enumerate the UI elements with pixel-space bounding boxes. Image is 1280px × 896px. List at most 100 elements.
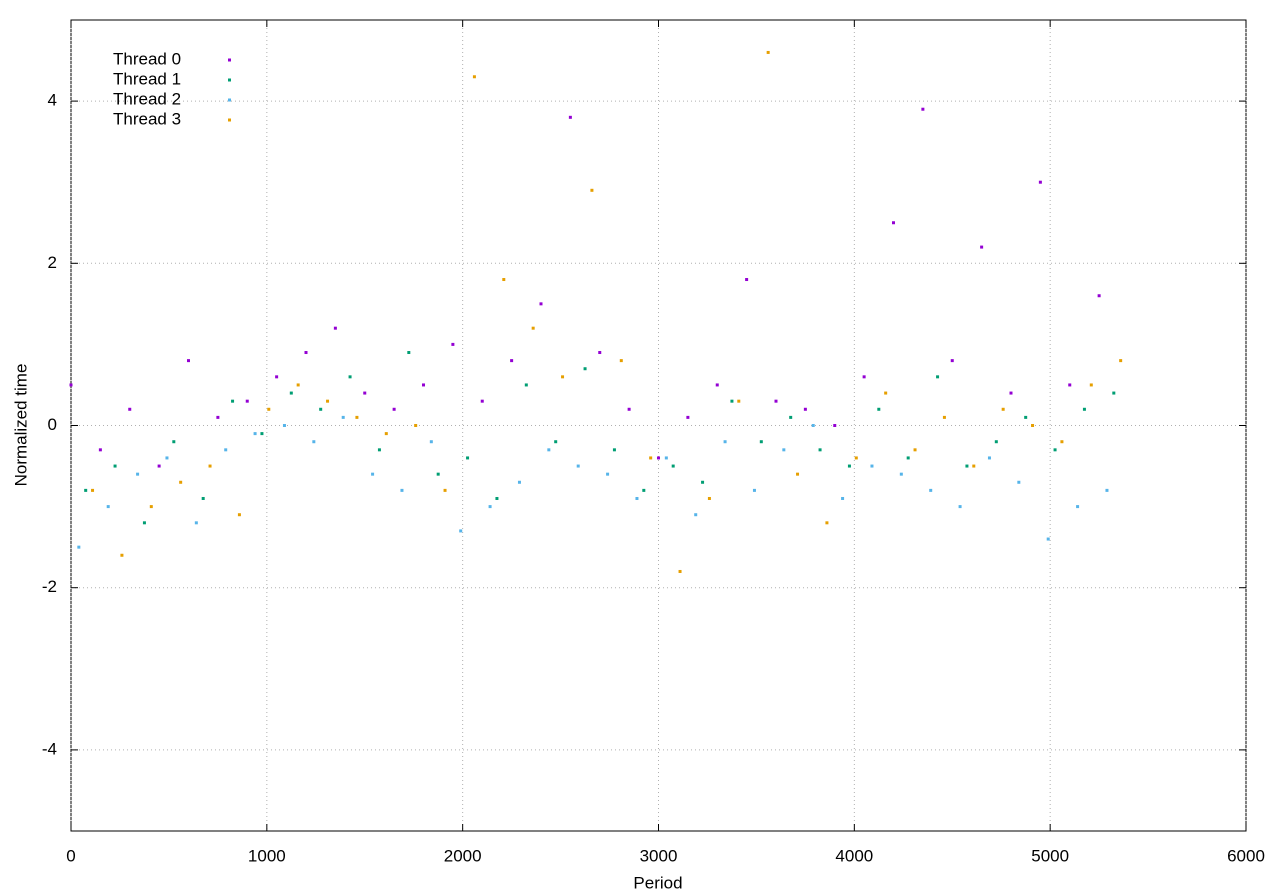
point [671, 464, 675, 468]
legend-label: Thread 2 [113, 89, 181, 108]
point [253, 432, 257, 436]
point [921, 107, 925, 111]
point [142, 521, 146, 525]
point [723, 440, 727, 444]
point [113, 464, 117, 468]
point [275, 375, 279, 379]
point [429, 440, 433, 444]
y-tick-label: -4 [42, 739, 57, 758]
point [664, 456, 668, 460]
point [884, 391, 888, 395]
point [730, 399, 734, 403]
point [547, 448, 551, 452]
point [942, 415, 946, 419]
point [480, 399, 484, 403]
point [1105, 488, 1109, 492]
x-tick-label: 2000 [444, 846, 482, 865]
point [568, 115, 572, 119]
point [466, 456, 470, 460]
point [606, 472, 610, 476]
point [635, 496, 639, 500]
point [341, 415, 345, 419]
point [782, 448, 786, 452]
point [172, 440, 176, 444]
point [384, 432, 388, 436]
point [877, 407, 881, 411]
point [136, 472, 140, 476]
legend-marker [228, 98, 231, 102]
point [1068, 383, 1072, 387]
point [502, 278, 506, 282]
point [854, 456, 858, 460]
point [319, 407, 323, 411]
point [561, 375, 565, 379]
point [766, 50, 770, 54]
y-tick-label: 2 [48, 253, 57, 272]
point [422, 383, 425, 387]
point [913, 448, 917, 452]
point [1053, 448, 1057, 452]
point [333, 326, 337, 330]
point [657, 456, 660, 460]
point [701, 480, 705, 484]
point [752, 488, 756, 492]
point [972, 464, 976, 468]
point [84, 488, 88, 492]
point [892, 221, 895, 225]
point [1031, 424, 1035, 427]
point [282, 424, 286, 427]
point [91, 488, 95, 492]
point [825, 521, 829, 525]
point [157, 464, 161, 468]
point [774, 399, 778, 403]
point [694, 513, 698, 517]
point [862, 375, 866, 379]
point [649, 456, 653, 460]
x-tick-label: 3000 [640, 846, 678, 865]
point [958, 505, 962, 509]
x-tick-label: 4000 [835, 846, 873, 865]
point [803, 407, 807, 411]
point [1097, 294, 1101, 298]
point [106, 505, 110, 509]
point [1082, 407, 1086, 411]
point [936, 375, 940, 379]
point [619, 359, 623, 363]
point [443, 488, 447, 492]
point [796, 472, 800, 476]
point [179, 480, 183, 484]
point [296, 383, 300, 387]
point [231, 399, 235, 403]
point [929, 488, 933, 492]
point [451, 342, 455, 346]
legend-marker [228, 118, 231, 122]
point [488, 505, 492, 509]
point [194, 521, 198, 525]
point [583, 367, 587, 371]
point [539, 302, 543, 306]
point [510, 359, 514, 363]
point [745, 278, 749, 282]
point [1046, 537, 1050, 541]
point [841, 496, 845, 500]
point [216, 415, 220, 419]
point [590, 188, 594, 192]
point [98, 448, 102, 452]
point [1001, 407, 1005, 411]
y-axis-label: Normalized time [11, 364, 30, 487]
x-axis-label: Period [633, 873, 682, 892]
point [759, 440, 763, 444]
point [847, 464, 851, 468]
point [363, 391, 367, 395]
point [980, 245, 984, 249]
point [950, 359, 954, 363]
point [120, 553, 124, 557]
point [715, 383, 719, 387]
point [326, 399, 330, 403]
point [304, 351, 308, 355]
point [686, 415, 690, 419]
point [833, 424, 837, 427]
point [1119, 359, 1123, 363]
point [642, 488, 646, 492]
